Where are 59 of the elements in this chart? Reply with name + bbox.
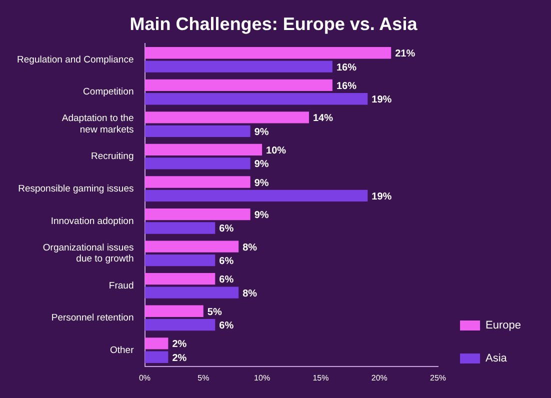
bar [144, 305, 204, 317]
y-tick-label: Competition [83, 86, 134, 98]
data-label: 2% [172, 339, 187, 350]
data-label: 6% [219, 224, 234, 235]
bar [144, 254, 216, 266]
bar [144, 47, 392, 59]
data-label: 2% [172, 352, 187, 364]
data-label: 6% [219, 320, 234, 332]
bar [144, 93, 368, 105]
y-tick-label: Adaptation to the new markets [62, 113, 134, 136]
x-tick-label: 20% [371, 373, 388, 382]
data-label: 9% [254, 159, 269, 170]
bar [144, 176, 250, 188]
bar [144, 222, 216, 234]
data-label: 14% [312, 113, 334, 124]
bar [144, 208, 250, 220]
y-tick-label: Recruiting [90, 151, 134, 162]
data-label: 21% [395, 48, 416, 60]
x-tick-label: 25% [430, 373, 446, 382]
y-tick-label: Regulation and Compliance [17, 54, 134, 66]
data-label: 16% [336, 62, 357, 74]
bar [144, 112, 309, 124]
data-label: 9% [254, 126, 269, 138]
bar [144, 144, 262, 156]
bar [144, 351, 168, 363]
bar [144, 319, 216, 331]
bar [144, 79, 332, 91]
bar [144, 273, 216, 285]
legend-label: Asia [486, 352, 508, 365]
x-tick-label: 15% [312, 373, 329, 382]
data-label: 5% [207, 306, 222, 318]
x-tick-label: 5% [198, 373, 210, 382]
bar [144, 158, 250, 170]
data-label: 8% [242, 242, 258, 254]
data-label: 6% [219, 256, 234, 268]
x-tick-label: 10% [254, 373, 270, 382]
data-label: 19% [372, 191, 392, 202]
data-label: 19% [372, 94, 392, 106]
data-label: 16% [336, 80, 357, 92]
y-tick-label: Fraud [108, 280, 134, 292]
chart-title: Main Challenges: Europe vs. Asia [130, 14, 418, 34]
bar [144, 338, 168, 350]
data-label: 9% [254, 178, 269, 189]
data-label: 6% [219, 274, 234, 286]
y-tick-label: Responsible gaming issues [18, 183, 134, 194]
y-tick-label: Other [110, 344, 134, 356]
y-tick-label: Personnel retention [51, 312, 134, 324]
bar [144, 286, 239, 298]
x-tick-label: 0% [138, 373, 151, 382]
bar [144, 190, 368, 202]
bar [144, 60, 332, 72]
y-tick-label: Innovation adoption [50, 216, 134, 227]
y-tick-label: Organizational issues due to growth [42, 242, 134, 265]
data-label: 9% [254, 210, 269, 222]
legend-label: Europe [486, 320, 522, 332]
data-label: 8% [242, 288, 258, 300]
bar [144, 125, 250, 137]
bar [144, 240, 239, 252]
data-label: 10% [266, 145, 286, 156]
